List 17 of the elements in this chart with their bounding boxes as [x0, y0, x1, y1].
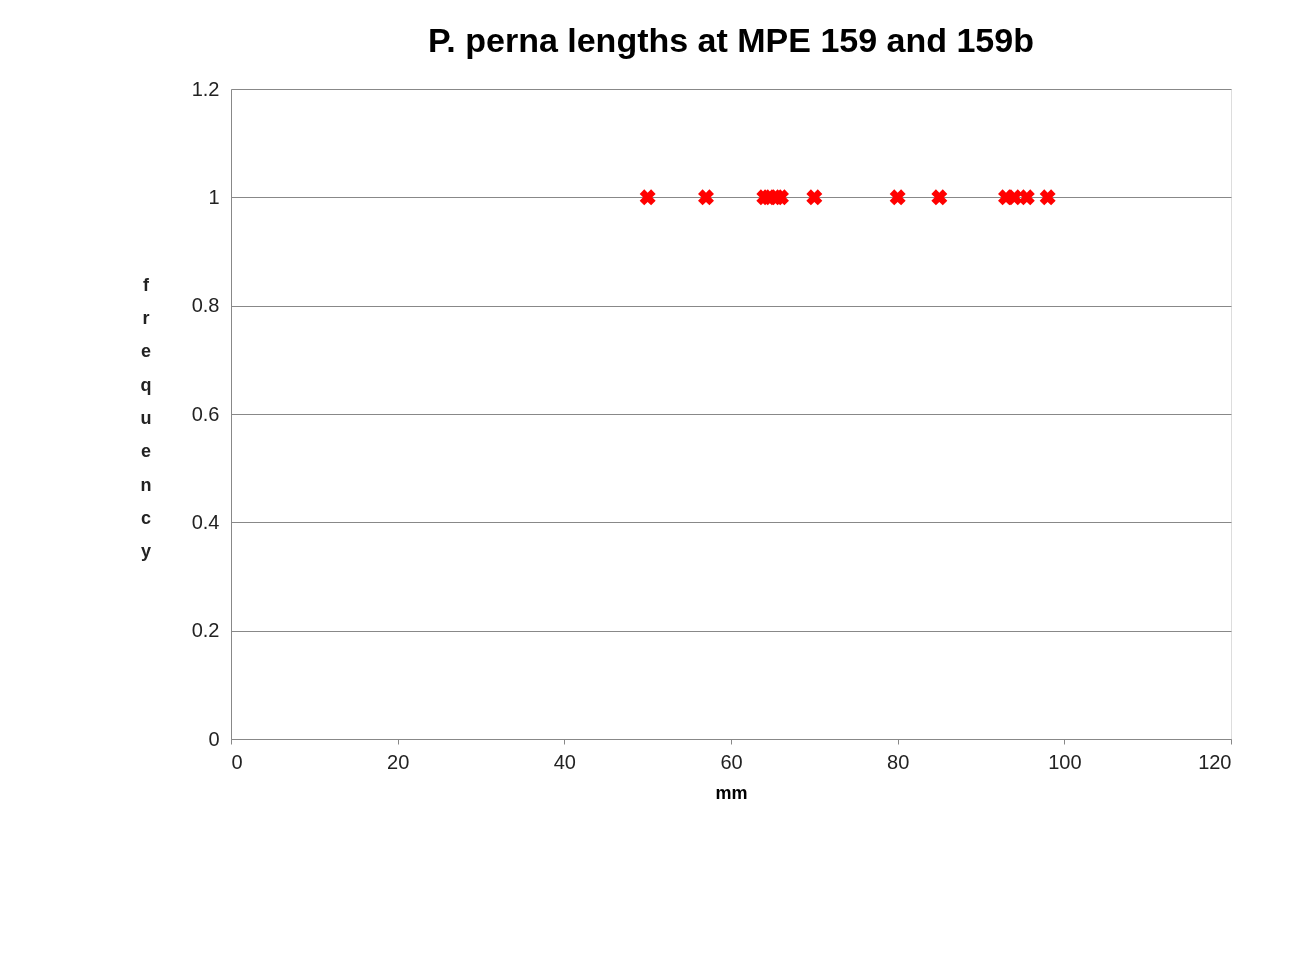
- x-tick-label: 80: [887, 750, 910, 773]
- chart-title: P. perna lengths at MPE 159 and 159b: [428, 21, 1034, 59]
- text: frequency: [140, 274, 152, 562]
- y-tick-label: 0: [208, 727, 220, 750]
- x-tick-label: 60: [720, 750, 743, 773]
- y-tick-label: 1: [208, 185, 220, 208]
- y-tick-label: 0.6: [191, 402, 220, 425]
- y-tick-label: 0.8: [191, 294, 220, 317]
- x-axis-title: mm: [715, 782, 748, 803]
- y-tick-label: 1.2: [191, 77, 220, 100]
- y-tick-label: 0.4: [191, 510, 220, 533]
- y-tick-label: 0.2: [191, 619, 220, 642]
- x-tick-label: 20: [387, 750, 410, 773]
- x-tick-label: 120: [1198, 750, 1232, 773]
- x-tick-label: 40: [553, 750, 576, 773]
- x-tick-label: 0: [231, 750, 243, 773]
- x-tick-label: 100: [1048, 750, 1082, 773]
